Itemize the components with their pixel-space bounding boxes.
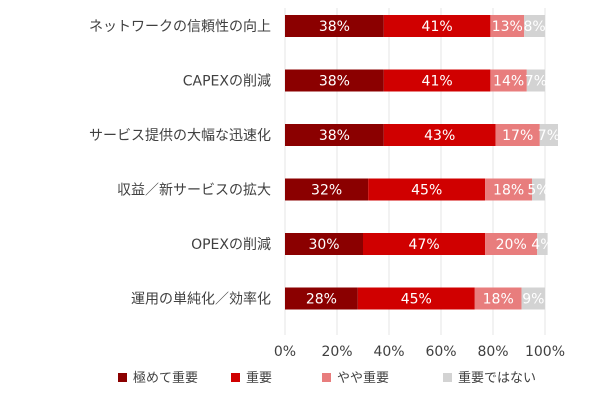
data-label: 14% [493, 74, 524, 90]
data-label: 7% [525, 74, 547, 90]
category-label: 収益／新サービスの拡大 [117, 183, 271, 199]
bar-segment [474, 287, 522, 310]
data-label: 9% [522, 292, 544, 308]
legend-swatch [322, 373, 331, 382]
bar-segment [532, 178, 545, 201]
data-label: 38% [319, 74, 350, 90]
data-label: 38% [319, 128, 350, 144]
legend-swatch [118, 373, 127, 382]
data-label: 13% [492, 19, 523, 35]
bar-segment [285, 69, 384, 92]
bar-segment [363, 233, 486, 255]
legend-swatch [443, 373, 452, 382]
bar-segment [368, 178, 486, 201]
category-label: ネットワークの信頼性の向上 [89, 19, 271, 35]
data-label: 8% [523, 19, 545, 35]
data-label: 32% [311, 183, 342, 199]
legend-swatch [231, 373, 240, 382]
data-label: 38% [319, 19, 350, 35]
x-tick-label: 40% [373, 344, 404, 360]
category-labels: ネットワークの信頼性の向上 CAPEXの削減サービス提供の大幅な迅速化収益／新サー… [89, 19, 271, 308]
bar-segment [285, 233, 363, 255]
category-label: サービス提供の大幅な迅速化 [89, 128, 271, 144]
bar-segment [524, 15, 545, 37]
data-label: 45% [401, 292, 432, 308]
x-tick-label: 100% [525, 344, 565, 360]
x-axis-ticks: 0% 20% 40% 60% 80% 100% [274, 344, 565, 360]
x-tick-label: 0% [274, 344, 296, 360]
grid [284, 8, 546, 335]
bar-segment [383, 69, 491, 92]
category-label: CAPEXの削減 [183, 73, 271, 90]
category-label: 運用の単純化／効率化 [131, 291, 271, 308]
data-label: 18% [493, 183, 524, 199]
legend-label: 重要 [246, 370, 272, 386]
legend-label: やや重要 [337, 370, 389, 386]
bar-segment [521, 287, 545, 310]
data-label: 28% [306, 292, 337, 308]
x-tick-label: 60% [425, 344, 456, 360]
x-tick-label: 80% [477, 344, 508, 360]
data-label: 5% [527, 183, 549, 199]
bar-segment [383, 124, 496, 146]
data-label: 18% [483, 292, 514, 308]
bar-segment [285, 124, 384, 146]
data-label: 17% [502, 128, 533, 144]
bar-segment [537, 233, 548, 255]
bar-segment [539, 124, 558, 146]
bar-segment [490, 15, 525, 37]
legend-label: 極めて重要 [133, 370, 198, 386]
data-label: 45% [411, 183, 442, 199]
x-tick-label: 20% [321, 344, 352, 360]
bar-segment [526, 69, 545, 92]
data-label: 20% [496, 237, 527, 253]
data-label: 41% [422, 19, 453, 35]
data-label: 47% [409, 237, 440, 253]
bar-segment [495, 124, 540, 146]
bar-segment [285, 178, 369, 201]
bar-segment [357, 287, 475, 310]
legend: 極めて重要 重要 やや重要 重要ではない [118, 370, 536, 386]
bar-segment [490, 69, 527, 92]
bar-segment [383, 15, 491, 37]
data-label: 4% [531, 237, 553, 253]
data-label: 41% [422, 74, 453, 90]
legend-label: 重要ではない [458, 370, 536, 386]
bar-segment [485, 233, 538, 255]
data-label: 43% [424, 128, 455, 144]
bar-segment [285, 287, 358, 310]
bars: 38% 41% 13% 8%38% 41% 14% 7%38% 43% 17% 7%32% 45% 1… [285, 15, 560, 310]
category-label: OPEXの削減 [191, 236, 271, 253]
data-label: 30% [308, 237, 339, 253]
bar-segment [485, 178, 532, 201]
data-label: 7% [538, 128, 560, 144]
bar-segment [285, 15, 384, 37]
